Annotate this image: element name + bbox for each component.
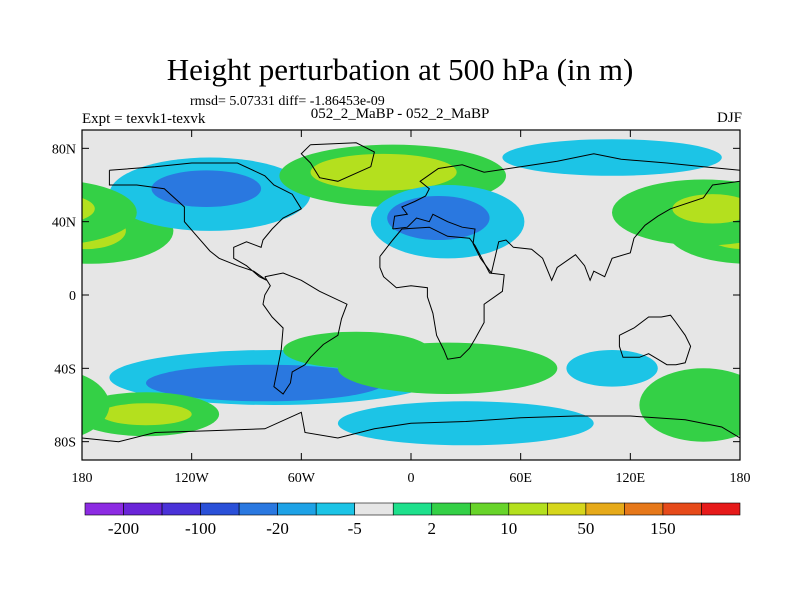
field-region-sh-southwest-positive [730, 403, 740, 425]
colorbar-swatch [508, 502, 548, 516]
y-tick-label: 40N [52, 216, 76, 231]
colorbar-label: 150 [650, 519, 676, 538]
field-region-sh-southwest-positive-core [100, 403, 192, 426]
colorbar-swatch [315, 502, 356, 516]
colorbar-swatch [547, 502, 587, 516]
colorbar-label: -100 [185, 519, 216, 538]
plot-area [82, 130, 740, 460]
y-tick-label: 0 [69, 289, 76, 304]
coastline-australia [618, 314, 692, 366]
colorbar-label: -5 [348, 519, 362, 538]
field-region-sh-southern-negative [337, 401, 594, 446]
colorbar-label: -200 [108, 519, 139, 538]
field-region-sh-southeast-positive [639, 368, 740, 442]
colorbar-swatch [431, 502, 471, 516]
colorbar-swatch [277, 502, 317, 516]
colorbar: -200 -100 -20 -5 2 10 50 150 [84, 502, 741, 538]
coastline-africa [379, 226, 505, 360]
x-tick-label: 60E [509, 471, 532, 486]
x-tick-label: 180 [72, 471, 93, 486]
continent-outlines [82, 142, 740, 443]
field-region-nh-pacific-negative-core [151, 170, 262, 207]
colorbar-label: 10 [500, 519, 517, 538]
colorbar-swatch [662, 502, 702, 516]
colorbar-swatch [701, 502, 741, 516]
x-tick-label: 0 [408, 471, 415, 486]
x-tick-label: 120W [175, 471, 210, 486]
x-tick-label: 60W [288, 471, 316, 486]
field-region-nh-europe-negative-core [387, 196, 490, 240]
coastline-greenland [300, 142, 375, 182]
field-region-nh-asia-positive [82, 182, 137, 243]
field-region-sh-indian-positive [337, 342, 558, 394]
colorbar-swatch [392, 502, 433, 516]
x-tick-label: 180 [730, 471, 751, 486]
season-label: DJF [716, 110, 742, 126]
y-tick-label: 80N [52, 142, 76, 157]
colorbar-swatch [624, 502, 664, 516]
colorbar-swatch [84, 502, 124, 516]
case-label: 052_2_MaBP - 052_2_MaBP [310, 106, 490, 122]
colorbar-swatch [123, 502, 163, 516]
y-tick-label: 40S [54, 362, 76, 377]
colorbar-swatch [200, 502, 240, 516]
colorbar-label: -20 [266, 519, 289, 538]
field-region-sh-south-pacific-negative-core [145, 364, 384, 402]
x-tick-label: 120E [616, 471, 646, 486]
colorbar-swatch [354, 502, 394, 516]
colorbar-swatch [161, 502, 201, 516]
coastline-eurasia [392, 153, 740, 282]
axes: 180 120W 60W 0 60E 120E 180 80N 40N 0 40S 80S [52, 130, 751, 486]
field-region-nh-atlantic-positive-core [310, 153, 457, 191]
field-region-nh-asia-positive-core [82, 198, 95, 220]
colorbar-label: 2 [428, 519, 437, 538]
colorbar-swatch [585, 502, 625, 516]
coastline-antarctica [82, 411, 740, 443]
stats-text: rmsd= 5.07331 diff= -1.86453e-09 [190, 94, 385, 109]
y-tick-label: 80S [54, 436, 76, 451]
experiment-label: Expt = texvk1-texvk [82, 111, 206, 127]
chart-title: Height perturbation at 500 hPa (in m) [166, 52, 634, 87]
coastline-south-america [262, 272, 348, 395]
colorbar-label: 50 [577, 519, 594, 538]
colorbar-swatch [469, 502, 510, 516]
coastline-north-america [108, 162, 303, 281]
colorbar-swatch [238, 502, 278, 516]
field-region-sh-southeast-positive [82, 374, 110, 436]
field-region-sh-southeast-negative [566, 350, 658, 387]
field-region-nh-asia-positive-core [672, 194, 740, 224]
